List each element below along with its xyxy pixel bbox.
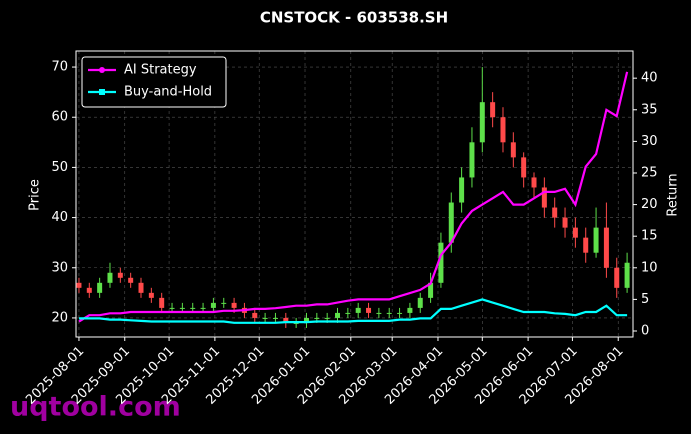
y2-tick-label: 5 (641, 292, 649, 307)
candle-body (407, 307, 413, 313)
candle-body (272, 317, 278, 319)
candle-body (314, 317, 320, 319)
candle-body (324, 317, 330, 319)
candle-body (221, 302, 227, 304)
candle-body (469, 142, 475, 178)
candle-body (510, 142, 516, 158)
candle-body (448, 202, 454, 243)
candle-body (490, 102, 496, 118)
candle-body (562, 217, 568, 228)
y2-tick-label: 40 (641, 71, 658, 86)
candle-body (303, 317, 309, 323)
candle-body (335, 312, 341, 318)
legend-box (81, 56, 227, 108)
candle-body (583, 237, 589, 253)
candle-body (169, 307, 175, 309)
legend-label: AI Strategy (124, 63, 197, 78)
candle-body (86, 287, 92, 293)
y-tick-label: 20 (51, 310, 68, 325)
candle-body (531, 177, 537, 188)
plot-frame (75, 50, 634, 338)
y-tick-label: 30 (51, 260, 68, 275)
chart-title: CNSTOCK - 603538.SH (260, 9, 448, 27)
candle-body (417, 297, 423, 308)
candle-body (283, 317, 289, 323)
legend-label: Buy-and-Hold (124, 85, 212, 100)
candle-body (541, 187, 547, 208)
candle-body (397, 312, 403, 314)
y2-tick-label: 15 (641, 229, 658, 244)
y2-axis-label: Return (666, 173, 681, 216)
candle-body (107, 272, 113, 283)
candle-body (117, 272, 123, 278)
candle-body (603, 227, 609, 268)
y2-tick-label: 35 (641, 102, 658, 117)
candle-body (438, 242, 444, 283)
candle-body (190, 307, 196, 309)
candle-body (624, 262, 630, 288)
candle-body (521, 157, 527, 178)
series-line (79, 298, 628, 324)
legend-marker (99, 89, 105, 95)
candle-body (614, 267, 620, 288)
candle-body (345, 312, 351, 314)
candle-body (355, 307, 361, 313)
candle-body (231, 302, 237, 308)
candle-body (252, 312, 258, 318)
y-tick-label: 40 (51, 210, 68, 225)
watermark: uqtool.com (10, 392, 181, 423)
candle-body (138, 282, 144, 293)
candle-body (593, 227, 599, 253)
candle-body (376, 312, 382, 314)
y2-tick-label: 25 (641, 165, 658, 180)
y-axis-label: Price (28, 179, 43, 211)
candle-body (293, 322, 299, 324)
y-tick-label: 70 (51, 60, 68, 75)
y2-tick-label: 10 (641, 260, 658, 275)
candle-body (479, 102, 485, 143)
candle-body (76, 282, 82, 288)
candle-body (552, 207, 558, 218)
candle-body (572, 227, 578, 238)
candle-body (366, 307, 372, 313)
candle-body (148, 292, 154, 298)
candle-body (128, 277, 134, 283)
candle-body (200, 307, 206, 309)
candle-body (386, 312, 392, 314)
candle-body (428, 282, 434, 298)
candle-body (210, 302, 216, 308)
series-line (78, 71, 629, 323)
candle-body (459, 177, 465, 203)
legend-marker (99, 67, 105, 73)
candle-body (500, 117, 506, 143)
y2-tick-label: 20 (641, 197, 658, 212)
candle-body (159, 297, 165, 308)
y-tick-label: 60 (51, 110, 68, 125)
y2-tick-label: 0 (641, 323, 649, 338)
y2-tick-label: 30 (641, 134, 658, 149)
candle-body (179, 307, 185, 309)
y-tick-label: 50 (51, 160, 68, 175)
candle-body (97, 282, 103, 293)
candle-body (262, 317, 268, 319)
